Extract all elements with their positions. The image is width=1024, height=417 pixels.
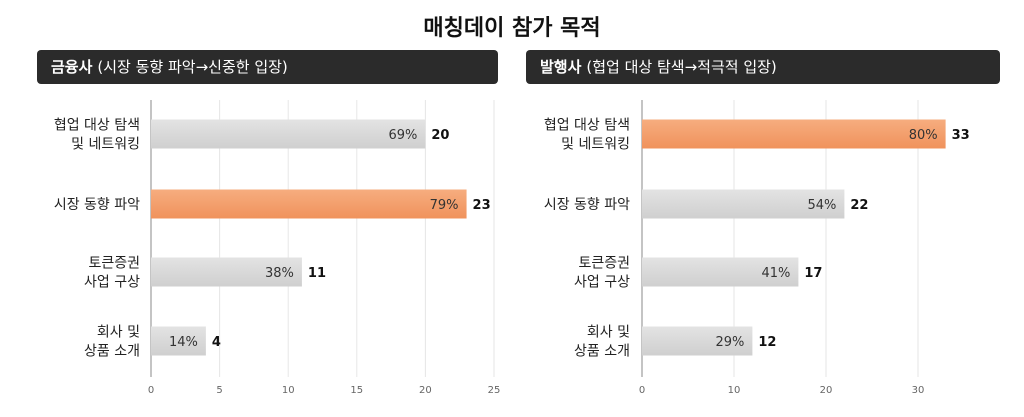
value-label: 33 bbox=[952, 128, 970, 143]
value-label: 12 bbox=[758, 335, 776, 350]
category-label: 시장 동향 파악 bbox=[54, 197, 140, 213]
category-label: 시장 동향 파악 bbox=[544, 197, 630, 213]
percent-label: 54% bbox=[807, 198, 836, 213]
left-panel-header-strong: 금융사 bbox=[51, 58, 93, 76]
category-label-line: 상품 소개 bbox=[84, 344, 140, 360]
category-label-line: 토큰증권 bbox=[578, 256, 630, 272]
bar bbox=[642, 189, 845, 219]
category-label-line: 협업 대상 탐색 bbox=[544, 118, 630, 134]
value-label: 11 bbox=[308, 266, 326, 281]
category-label-line: 시장 동향 파악 bbox=[54, 197, 140, 213]
left-panel-header: 금융사 (시장 동향 파악→신중한 입장) bbox=[37, 50, 498, 84]
percent-label: 80% bbox=[909, 128, 938, 143]
x-tick-label: 10 bbox=[728, 385, 741, 396]
value-label: 17 bbox=[804, 266, 822, 281]
category-label-line: 회사 및 bbox=[97, 325, 140, 341]
x-tick-label: 20 bbox=[820, 385, 833, 396]
category-label-line: 상품 소개 bbox=[574, 344, 630, 360]
category-label-line: 시장 동향 파악 bbox=[544, 197, 630, 213]
page-title: 매칭데이 참가 목적 bbox=[423, 16, 601, 41]
category-label-line: 토큰증권 bbox=[88, 256, 140, 272]
x-tick-label: 20 bbox=[419, 385, 432, 396]
x-tick-label: 25 bbox=[488, 385, 501, 396]
category-label-line: 사업 구상 bbox=[574, 275, 630, 291]
value-label: 4 bbox=[212, 335, 221, 350]
value-label: 20 bbox=[431, 128, 449, 143]
percent-label: 69% bbox=[388, 128, 417, 143]
category-label-line: 협업 대상 탐색 bbox=[54, 118, 140, 134]
bar bbox=[642, 326, 753, 356]
percent-label: 29% bbox=[715, 335, 744, 350]
category-label-line: 회사 및 bbox=[587, 325, 630, 341]
right-panel-header-strong: 발행사 bbox=[540, 58, 582, 76]
x-tick-label: 5 bbox=[216, 385, 222, 396]
right-panel-header: 발행사 (협업 대상 탐색→적극적 입장) bbox=[526, 50, 1000, 84]
value-label: 22 bbox=[850, 198, 868, 213]
percent-label: 14% bbox=[169, 335, 198, 350]
right-panel-header-rest: (협업 대상 탐색→적극적 입장) bbox=[586, 58, 777, 76]
x-tick-label: 10 bbox=[282, 385, 295, 396]
left-panel-header-rest: (시장 동향 파악→신중한 입장) bbox=[97, 58, 288, 76]
category-label-line: 및 네트워킹 bbox=[561, 137, 630, 153]
value-label: 23 bbox=[473, 198, 491, 213]
percent-label: 79% bbox=[430, 198, 459, 213]
percent-label: 41% bbox=[761, 266, 790, 281]
category-label-line: 및 네트워킹 bbox=[71, 137, 140, 153]
bar bbox=[151, 257, 302, 287]
bar bbox=[151, 326, 206, 356]
bar bbox=[151, 119, 426, 149]
percent-label: 38% bbox=[265, 266, 294, 281]
x-tick-label: 30 bbox=[912, 385, 925, 396]
bar-highlight bbox=[642, 119, 946, 149]
bar bbox=[642, 257, 799, 287]
category-label-line: 사업 구상 bbox=[84, 275, 140, 291]
x-tick-label: 0 bbox=[148, 385, 154, 396]
bar-highlight bbox=[151, 189, 467, 219]
x-tick-label: 0 bbox=[639, 385, 645, 396]
x-tick-label: 15 bbox=[350, 385, 363, 396]
